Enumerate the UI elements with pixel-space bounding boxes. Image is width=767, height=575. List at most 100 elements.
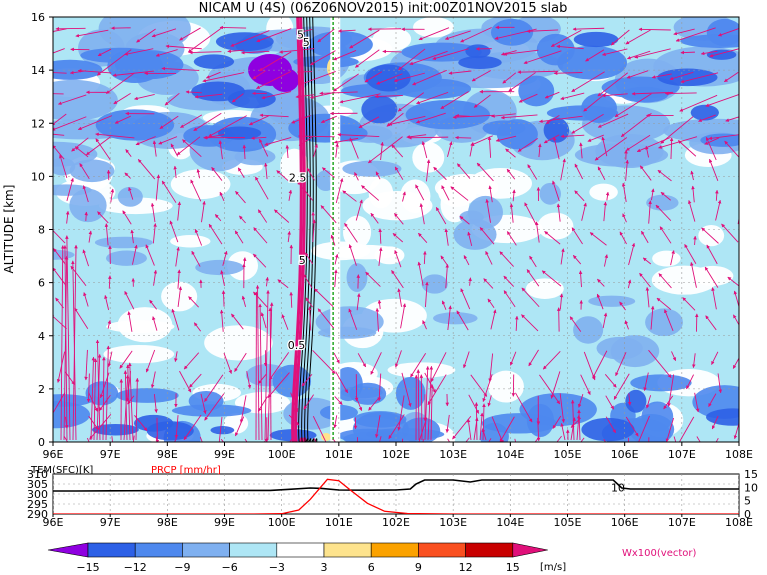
wind-vector — [521, 314, 539, 332]
wind-vector — [313, 143, 318, 158]
wind-vector — [415, 184, 425, 201]
u-shade-cell — [657, 68, 718, 87]
wind-vector — [312, 219, 316, 243]
u-shade-cell — [362, 191, 433, 221]
u-shade-cell — [53, 184, 92, 196]
colorbar-segment — [134, 542, 183, 558]
wind-vector — [628, 242, 636, 266]
wind-vector — [576, 414, 581, 441]
wind-vector — [474, 402, 479, 441]
wind-vector — [503, 275, 515, 287]
wind-vector — [427, 365, 434, 441]
wind-vector — [230, 30, 270, 47]
wind-vector — [539, 374, 561, 405]
wind-vector — [334, 396, 343, 405]
wind-vector — [581, 202, 587, 221]
x-tick-label: 102E — [382, 448, 410, 461]
u-shade-cell — [490, 18, 534, 46]
wind-vector — [664, 91, 697, 96]
wind-vector — [246, 371, 252, 389]
wind-vector — [150, 371, 156, 389]
wind-vector — [553, 71, 583, 76]
wind-vector — [155, 174, 161, 201]
wind-vector — [134, 93, 155, 101]
wind-vector — [335, 371, 349, 394]
wind-vector — [456, 163, 471, 179]
wind-vector — [124, 172, 131, 179]
wind-vector — [75, 29, 109, 38]
wind-vector — [132, 244, 138, 265]
wind-vector — [90, 356, 96, 441]
wind-vector — [670, 250, 675, 266]
wind-vector — [89, 414, 112, 440]
wind-vector — [397, 92, 425, 112]
contour-label: 0.5 — [288, 339, 306, 352]
wind-vector — [425, 159, 431, 182]
wind-vector — [151, 28, 177, 38]
sub-left-tick-label: 290 — [27, 508, 48, 521]
wind-vector — [448, 70, 472, 75]
contour-label: 5 — [297, 28, 304, 41]
wind-vector — [435, 207, 447, 225]
wind-vector — [88, 230, 93, 243]
y-tick-label: 8 — [38, 224, 45, 237]
wind-vector — [508, 72, 536, 92]
wind-vector — [740, 255, 742, 264]
wind-vector — [660, 116, 694, 144]
wind-vector — [88, 415, 99, 430]
wind-vector — [597, 278, 605, 287]
u-shade-cell — [610, 335, 660, 368]
wind-vector — [235, 416, 245, 437]
contour-label: 5 — [303, 36, 310, 49]
wind-vector — [358, 116, 380, 129]
wind-vector — [263, 437, 268, 442]
wind-vector — [550, 371, 561, 399]
wind-vector — [503, 49, 539, 56]
wind-vector — [264, 162, 268, 179]
wind-vector — [460, 27, 492, 43]
u-shade-cell — [557, 45, 628, 80]
wind-vector — [658, 136, 698, 149]
u-shade-cell — [53, 394, 93, 407]
wind-vector — [578, 270, 583, 288]
sub-left-tick-label: 305 — [27, 478, 48, 491]
wind-vector — [305, 297, 313, 308]
wind-vector — [335, 178, 344, 204]
wind-vector — [488, 438, 492, 442]
u-shade-cell — [546, 105, 619, 121]
wind-vector — [422, 439, 424, 442]
contour-line — [298, 17, 309, 442]
wind-vector — [349, 29, 380, 49]
wind-vector — [397, 288, 402, 307]
wind-vector — [660, 191, 671, 201]
wind-vector — [715, 199, 722, 221]
wind-vector — [97, 211, 109, 224]
wind-vector — [539, 115, 583, 124]
wind-vector — [159, 115, 179, 129]
wind-vector — [727, 276, 739, 287]
wind-vector — [183, 352, 200, 370]
wind-vector — [355, 199, 363, 221]
colorbar-tick-label: 9 — [415, 561, 422, 574]
wind-vector — [625, 29, 651, 45]
wind-vector — [627, 50, 651, 60]
colorbar-segment — [276, 542, 325, 558]
u-shade-cell — [573, 31, 619, 48]
wind-vector — [98, 394, 111, 411]
wind-vector — [289, 291, 293, 308]
wind-vector — [204, 374, 224, 402]
wind-vector — [104, 295, 110, 311]
wind-vector — [572, 255, 582, 265]
sub-x-tick-label: 106E — [611, 516, 639, 529]
wind-vector — [267, 372, 290, 398]
u-shade-cell — [53, 79, 118, 121]
wind-vector — [625, 416, 639, 437]
u-shade-cell — [271, 68, 299, 92]
wind-vector — [65, 210, 70, 224]
wind-vector — [425, 281, 429, 308]
u-shade-cell — [625, 389, 647, 413]
wind-vector — [627, 393, 632, 406]
wind-vector — [559, 293, 564, 310]
u-shade-cell — [468, 167, 533, 199]
